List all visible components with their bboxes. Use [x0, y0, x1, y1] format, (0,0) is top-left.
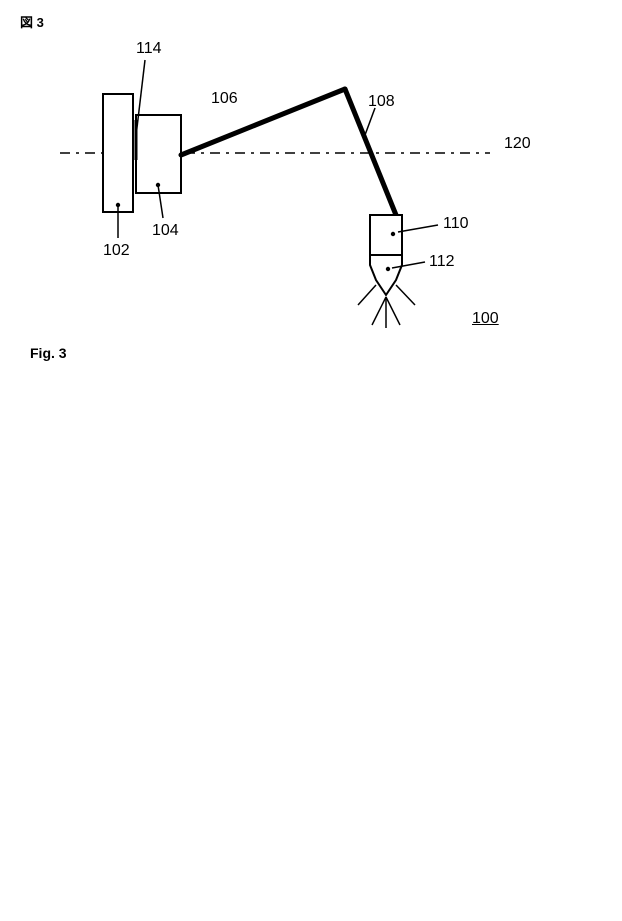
- label-112: 112: [429, 253, 455, 271]
- label-106: 106: [211, 90, 238, 108]
- label-100: 100: [472, 310, 499, 328]
- label-110: 110: [443, 215, 469, 233]
- label-102: 102: [103, 242, 130, 260]
- leader-110: [398, 225, 438, 232]
- rect-104: [136, 115, 181, 193]
- leader-108: [365, 108, 375, 135]
- dot-104: [156, 183, 160, 187]
- dot-112: [386, 267, 390, 271]
- label-108: 108: [368, 93, 395, 111]
- label-104: 104: [152, 222, 179, 240]
- dot-102: [116, 203, 120, 207]
- label-120: 120: [504, 135, 531, 153]
- figure-label-jp: 図 3: [20, 12, 44, 31]
- figure-label-en: Fig. 3: [30, 345, 67, 361]
- rect-102: [103, 94, 133, 212]
- dot-110: [391, 232, 395, 236]
- label-114: 114: [136, 40, 162, 58]
- arm-106: [181, 89, 345, 155]
